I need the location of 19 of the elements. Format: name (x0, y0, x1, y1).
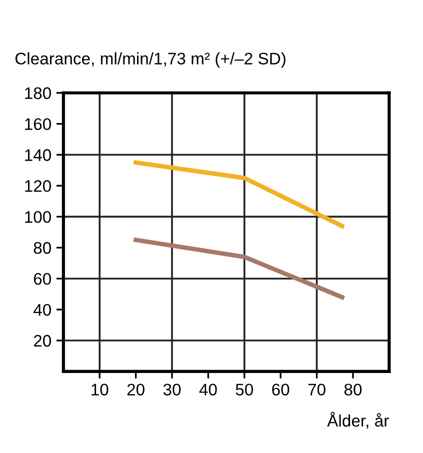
x-tick-label: 60 (272, 384, 290, 396)
y-axis-title: Clearance, ml/min/1,73 m² (+/–2 SD) (15, 52, 286, 68)
x-tick-label: 30 (163, 384, 181, 396)
y-tick-label: 40 (33, 304, 51, 316)
y-tick-label: 100 (25, 211, 51, 223)
y-tick-label: 80 (34, 242, 51, 254)
y-tick-label: 140 (25, 149, 51, 161)
x-tick-label: 70 (308, 384, 326, 396)
y-tick-label: 180 (25, 87, 51, 100)
x-axis-title: Ålder, år (327, 412, 389, 429)
y-tick-label: 120 (25, 180, 51, 192)
y-tick-label: 160 (25, 118, 51, 130)
x-tick-label: 50 (236, 384, 254, 396)
x-tick-label: 40 (199, 384, 217, 396)
x-tick-label: 80 (344, 384, 362, 396)
y-tick-label: 20 (34, 334, 51, 347)
x-tick-label: 10 (92, 384, 108, 396)
x-tick-label: 20 (127, 384, 144, 396)
y-tick-label: 60 (34, 272, 51, 285)
